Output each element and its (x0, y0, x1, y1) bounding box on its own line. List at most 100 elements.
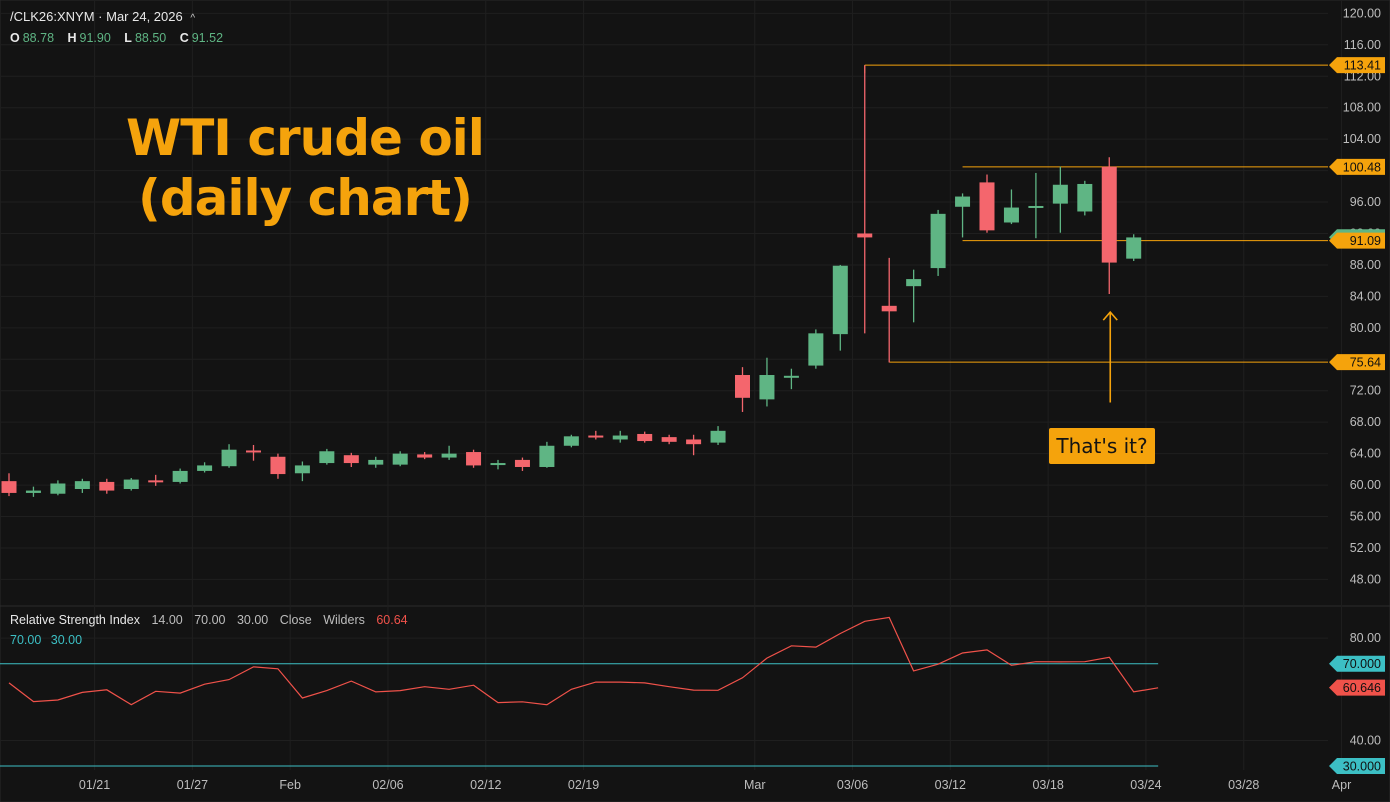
y-tick-label: 104.00 (1343, 132, 1381, 146)
candle-body (294, 465, 310, 474)
price-tag: 100.48 (1343, 160, 1381, 174)
y-tick-label: 48.00 (1350, 572, 1381, 586)
y-tick-label: 88.00 (1350, 258, 1381, 272)
candle-body (197, 465, 213, 471)
candle-body (881, 305, 897, 312)
price-tag-shape (1329, 57, 1385, 74)
rsi-tag-shape (1329, 758, 1385, 775)
ohlc-open-value: 88.78 (22, 31, 55, 45)
rsi-name: Relative Strength Index (10, 613, 140, 627)
candle-body (735, 375, 750, 398)
ohlc-low-label: L (124, 31, 132, 45)
candle-body (808, 333, 824, 366)
candle-body (1101, 166, 1117, 263)
price-axis[interactable]: 120.00116.00112.00108.00104.00100.0096.0… (1343, 6, 1381, 747)
x-tick-label: Apr (1332, 778, 1351, 792)
time-axis[interactable]: 01/21 01/27 Feb 02/06 02/12 02/19 Mar 03/06 03/1… (79, 778, 1351, 792)
rsi-tag: 70.000 (1343, 657, 1381, 671)
candle-body (1003, 207, 1019, 223)
candle-body (417, 454, 433, 458)
candle-body (832, 265, 848, 335)
y-tick-label: 64.00 (1350, 447, 1381, 461)
rsi-header[interactable]: Relative Strength Index 14.00 70.00 30.0… (10, 613, 416, 627)
x-tick-label: Mar (744, 778, 766, 792)
rsi-y-tick-label: 40.00 (1350, 733, 1381, 747)
candle-body (955, 196, 971, 207)
y-tick-label: 80.00 (1350, 321, 1381, 335)
chart-title-annotation: WTI crude oil (daily chart) (105, 108, 505, 228)
rsi-param-source: Close (279, 613, 312, 627)
x-tick-label: 03/28 (1228, 778, 1259, 792)
ohlc-readout: O 88.78 H 91.90 L 88.50 C 91.52 (10, 31, 233, 45)
x-tick-label: 01/27 (177, 778, 208, 792)
candle-body (563, 436, 579, 446)
price-tag-shape (1329, 158, 1385, 175)
candle-body (466, 452, 482, 466)
y-tick-label: 72.00 (1350, 384, 1381, 398)
price-tag-shape (1329, 232, 1385, 249)
x-tick-label: 03/06 (837, 778, 868, 792)
candle-body (74, 481, 90, 490)
title-line-1: WTI crude oil (126, 109, 485, 167)
candle-body (759, 375, 775, 400)
y-tick-label: 116.00 (1344, 38, 1381, 52)
candle-body (319, 451, 335, 464)
candle-body (392, 453, 408, 465)
x-tick-label: 03/24 (1130, 778, 1161, 792)
candle-body (661, 437, 677, 442)
candle-body (221, 449, 237, 467)
rsi-levels-readout: 70.00 30.00 (10, 633, 88, 647)
ohlc-open-label: O (10, 31, 20, 45)
x-tick-label: 02/12 (470, 778, 501, 792)
rsi-tag: 60.646 (1343, 681, 1381, 695)
candle-body (514, 459, 530, 467)
x-tick-label: 03/18 (1032, 778, 1063, 792)
candle-body (25, 490, 41, 493)
rsi-param-oversold: 30.00 (236, 613, 269, 627)
y-tick-label: 68.00 (1350, 415, 1381, 429)
rsi-param-method: Wilders (323, 613, 365, 627)
y-tick-label: 84.00 (1350, 289, 1381, 303)
rsi-tag-shape (1329, 679, 1385, 696)
y-tick-label: 52.00 (1350, 541, 1381, 555)
rsi-line (8, 616, 1159, 706)
y-tick-label: 96.00 (1350, 195, 1381, 209)
symbol-header[interactable]: /CLK26:XNYM · Mar 24, 2026 ^ (10, 9, 196, 24)
candle-body (99, 481, 115, 491)
price-tag: 113.41 (1344, 59, 1381, 73)
candle-body (50, 483, 66, 494)
ohlc-close-label: C (179, 31, 189, 45)
rsi-tag-shape (1329, 655, 1385, 672)
callout-label: That's it? (1049, 428, 1155, 464)
candle-body (1077, 183, 1093, 212)
y-tick-label: 120.00 (1343, 6, 1381, 20)
candle-body (148, 480, 164, 483)
caret-up-icon[interactable]: ^ (190, 13, 196, 24)
x-tick-label: Feb (279, 778, 301, 792)
candle-body (1126, 237, 1142, 259)
candle-body (857, 233, 873, 238)
price-tag: 91.09 (1350, 234, 1381, 248)
candle-body (1052, 184, 1068, 204)
x-tick-label: 03/12 (935, 778, 966, 792)
candle-body (343, 455, 359, 464)
rsi-level-lower: 30.00 (50, 633, 83, 647)
candle-body (172, 470, 188, 482)
candle-body (539, 445, 555, 467)
candle-body (710, 430, 726, 443)
rsi-tag: 30.000 (1343, 760, 1381, 774)
candle-body (270, 456, 286, 475)
price-tags: 113.41100.4891.5291.0975.6470.00060.6463… (1329, 57, 1385, 775)
ohlc-close-value: 91.52 (191, 31, 224, 45)
candle-body (979, 182, 995, 231)
candle-body (246, 450, 261, 453)
candle-body (637, 433, 653, 442)
candle-body (783, 375, 799, 378)
annotation-levels (864, 64, 1328, 363)
date-label: Mar 24, 2026 (106, 9, 183, 24)
annotation-arrow (1102, 310, 1118, 403)
candle-body (441, 453, 457, 458)
ohlc-high-label: H (67, 31, 77, 45)
ohlc-low-value: 88.50 (134, 31, 167, 45)
